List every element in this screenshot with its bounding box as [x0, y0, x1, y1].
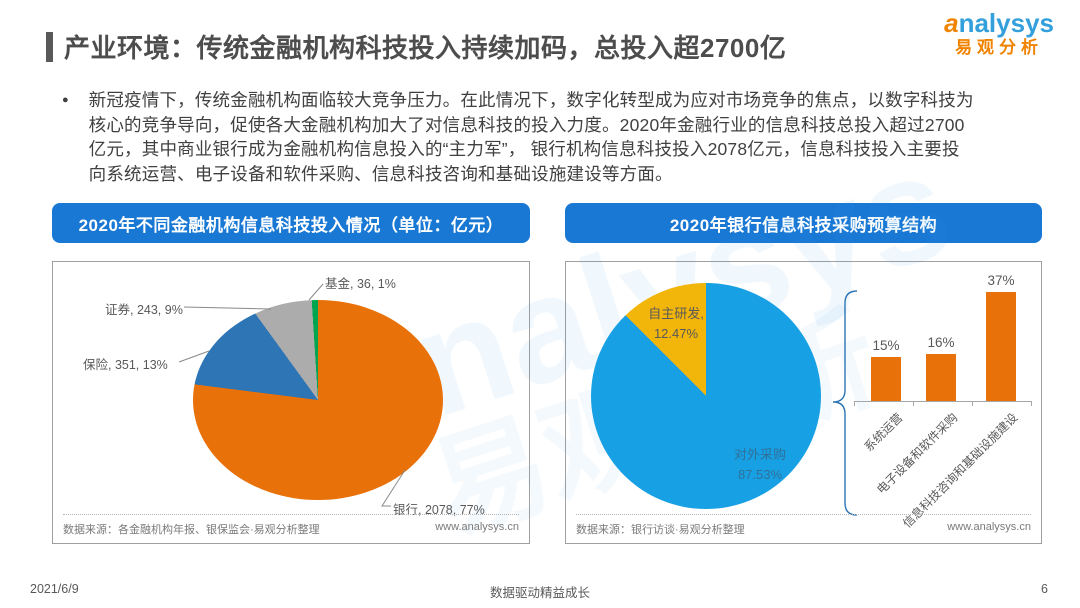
pie-label-bank: 银行, 2078, 77% — [393, 503, 485, 517]
axis-tick — [854, 401, 855, 406]
intro-line: 新冠疫情下，传统金融机构面临较大竞争压力。在此情况下，数字化转型成为应对市场竞争… — [88, 90, 974, 110]
axis-tick — [972, 401, 973, 406]
right-chart-title-banner: 2020年银行信息科技采购预算结构 — [565, 203, 1042, 243]
pie-label-insurance: 保险, 351, 13% — [83, 358, 168, 372]
pie-label-securities: 证券, 243, 9% — [105, 303, 183, 317]
institutions-pie-panel: 基金, 36, 1% 证券, 243, 9% 保险, 351, 13% 银行, … — [52, 261, 530, 544]
intro-text: 新冠疫情下，传统金融机构面临较大竞争压力。在此情况下，数字化转型成为应对市场竞争… — [89, 88, 974, 186]
pie-label-fund: 基金, 36, 1% — [325, 277, 396, 291]
bar — [986, 292, 1016, 401]
page-header: 产业环境：传统金融机构科技投入持续加码，总投入超2700亿 — [46, 28, 786, 65]
pie-label-external: 对外采购 87.53% — [733, 447, 786, 482]
left-chart-title-banner: 2020年不同金融机构信息科技投入情况（单位：亿元） — [52, 203, 530, 243]
axis-tick — [1031, 401, 1032, 406]
intro-line: 核心的竞争导向，促使各大金融机构加大了对信息科技的投入力度。2020年金融行业的… — [88, 114, 965, 135]
bar-value-label: 37% — [987, 273, 1015, 288]
footer-page-number: 6 — [1041, 582, 1048, 596]
left-website-text: www.analysys.cn — [435, 521, 519, 533]
bar-category-label: 系统运营 — [861, 410, 906, 455]
bar — [926, 354, 956, 401]
logo-a-glyph: a — [944, 8, 959, 38]
right-website-text: www.analysys.cn — [947, 521, 1031, 533]
left-source-row: 数据来源：各金融机构年报、银保监会·易观分析整理 www.analysys.cn — [63, 514, 519, 537]
footer: 2021/6/9 数据驱动精益成长 6 — [0, 582, 1080, 600]
analysys-logo-wordmark: analysys — [944, 8, 1054, 38]
institutions-pie — [193, 300, 443, 500]
charts-row: analysys 易观分析 2020年不同金融机构信息科技投入情况（单位：亿元）… — [52, 119, 1042, 556]
brace-connector — [832, 290, 858, 516]
intro-paragraph: ● 新冠疫情下，传统金融机构面临较大竞争压力。在此情况下，数字化转型成为应对市场… — [62, 88, 1044, 186]
intro-line: 向系统运营、电子设备和软件采购、信息科技咨询和基础设施建设等方面。 — [88, 163, 673, 184]
bar-x-axis — [854, 401, 1032, 402]
left-source-text: 数据来源：各金融机构年报、银保监会·易观分析整理 — [63, 524, 320, 536]
procurement-panel: 自主研发, 12.47% 对外采购 87.53% 15% 16% 37% 系统运… — [565, 261, 1042, 544]
procurement-pie — [591, 283, 821, 509]
page-title: 产业环境：传统金融机构科技投入持续加码，总投入超2700亿 — [64, 33, 787, 63]
right-chart-column: 2020年银行信息科技采购预算结构 自主研发, 12.47% 对外采购 87.5… — [565, 203, 1042, 544]
footer-slogan: 数据驱动精益成长 — [489, 586, 590, 600]
right-source-text: 数据来源：银行访谈·易观分析整理 — [576, 524, 745, 536]
bar-value-label: 16% — [927, 335, 955, 350]
analysys-logo-chinese: 易观分析 — [955, 38, 1044, 58]
left-chart-column: 2020年不同金融机构信息科技投入情况（单位：亿元） 基金, 36, 1% 证券… — [52, 203, 530, 544]
footer-date: 2021/6/9 — [30, 582, 79, 596]
title-accent-bar — [46, 32, 53, 62]
analysys-logo: analysys 易观分析 — [944, 8, 1054, 58]
intro-line: 亿元，其中商业银行成为金融机构信息投入的“主力军”， 银行机构信息科技投入207… — [88, 139, 960, 159]
bar-category-label: 信息科技咨询和基础设施建设 — [900, 410, 1021, 531]
axis-tick — [913, 401, 914, 406]
bullet-icon: ● — [62, 94, 69, 106]
bar — [871, 357, 901, 401]
pie-label-inhouse: 自主研发, 12.47% — [648, 306, 704, 341]
leader-lines — [178, 283, 406, 507]
bar-value-label: 15% — [872, 338, 900, 353]
right-source-row: 数据来源：银行访谈·易观分析整理 www.analysys.cn — [576, 514, 1031, 537]
